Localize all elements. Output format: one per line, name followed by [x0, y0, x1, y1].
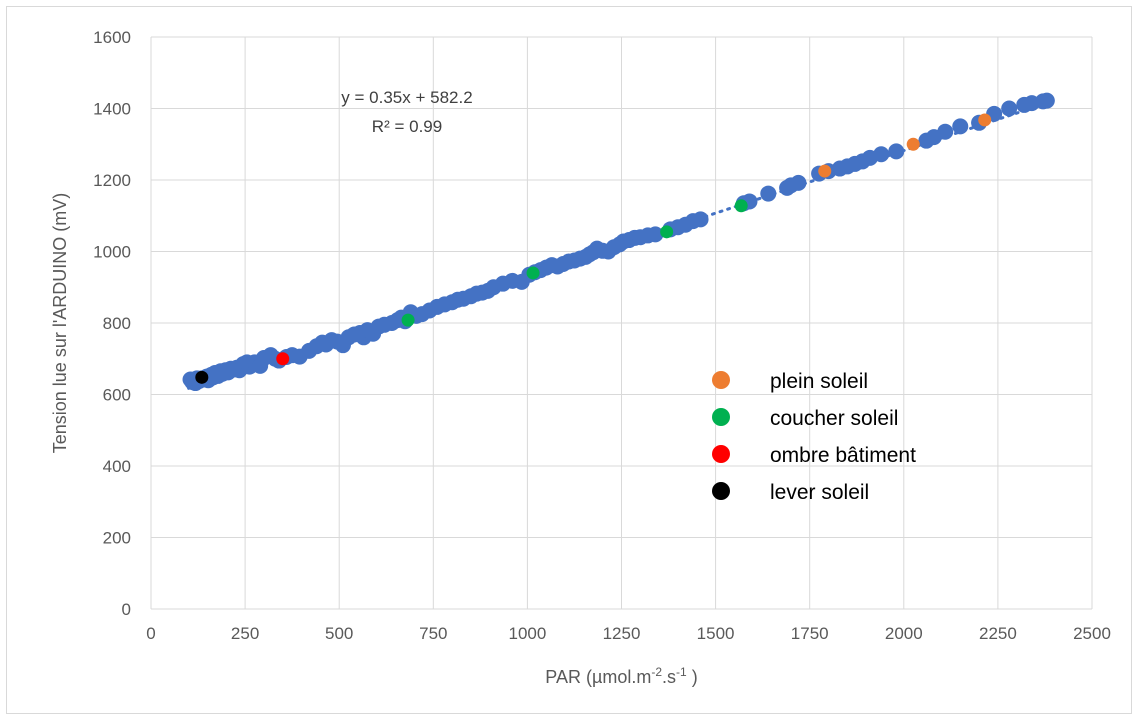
y-tick-label: 0	[122, 600, 131, 619]
data-point	[952, 118, 969, 135]
y-tick-label: 1200	[93, 171, 131, 190]
legend-marker	[712, 482, 730, 500]
x-axis-title: PAR (µmol.m-2.s-1 )	[545, 665, 697, 687]
data-point-highlight	[401, 313, 415, 327]
x-tick-label: 2500	[1073, 624, 1111, 643]
data-points	[182, 92, 1055, 392]
y-tick-label: 200	[103, 529, 131, 548]
data-point-highlight	[526, 266, 540, 280]
data-point	[647, 226, 664, 243]
y-tick-label: 1000	[93, 243, 131, 262]
tick-labels: 0 250 500 750 1000 1250 1500 1750 2000 2250 2500 0 2…	[93, 28, 1111, 643]
data-point	[790, 174, 807, 191]
grid-lines	[150, 36, 1093, 610]
x-tick-label: 0	[146, 624, 155, 643]
x-tick-label: 2000	[885, 624, 923, 643]
data-point	[873, 146, 890, 163]
x-tick-label: 1250	[603, 624, 641, 643]
x-tick-label: 250	[231, 624, 259, 643]
legend-marker	[712, 371, 730, 389]
trendline-equation: y = 0.35x + 582.2	[341, 88, 472, 107]
data-point	[888, 143, 905, 160]
x-tick-label: 2250	[979, 624, 1017, 643]
data-point	[760, 185, 777, 202]
x-axis-title-sup2: -1	[676, 665, 687, 679]
legend: plein soleil coucher soleil ombre bâtiment…	[712, 370, 916, 504]
data-point-highlight	[276, 352, 290, 366]
y-tick-label: 1600	[93, 28, 131, 47]
data-point-highlight	[195, 370, 209, 384]
x-tick-label: 1750	[791, 624, 829, 643]
data-point	[937, 123, 954, 140]
legend-label: coucher soleil	[770, 407, 898, 430]
legend-label: plein soleil	[770, 370, 868, 393]
x-tick-label: 750	[419, 624, 447, 643]
data-point-highlight	[660, 225, 674, 239]
data-point-highlight	[818, 164, 832, 178]
x-axis-title-mid: .s	[662, 667, 676, 687]
trendline-r-squared: R² = 0.99	[372, 117, 442, 136]
legend-label: lever soleil	[770, 481, 869, 504]
x-axis-title-sup1: -2	[651, 665, 662, 679]
data-point-highlight	[906, 137, 920, 151]
data-point-highlight	[734, 199, 748, 213]
y-axis-title: Tension lue sur l'ARDUINO (mV)	[50, 193, 70, 454]
data-point	[1001, 100, 1018, 117]
y-tick-label: 1400	[93, 100, 131, 119]
data-point	[692, 211, 709, 228]
x-tick-label: 1000	[508, 624, 546, 643]
data-point	[1038, 92, 1055, 109]
y-tick-label: 800	[103, 314, 131, 333]
legend-marker	[712, 408, 730, 426]
data-point-highlight	[978, 113, 992, 127]
x-tick-label: 500	[325, 624, 353, 643]
x-axis-title-end: )	[687, 667, 698, 687]
legend-label: ombre bâtiment	[770, 444, 916, 467]
x-axis-title-main: PAR (µmol.m	[545, 667, 651, 687]
x-tick-label: 1500	[697, 624, 735, 643]
legend-marker	[712, 445, 730, 463]
y-tick-label: 600	[103, 386, 131, 405]
y-tick-label: 400	[103, 457, 131, 476]
